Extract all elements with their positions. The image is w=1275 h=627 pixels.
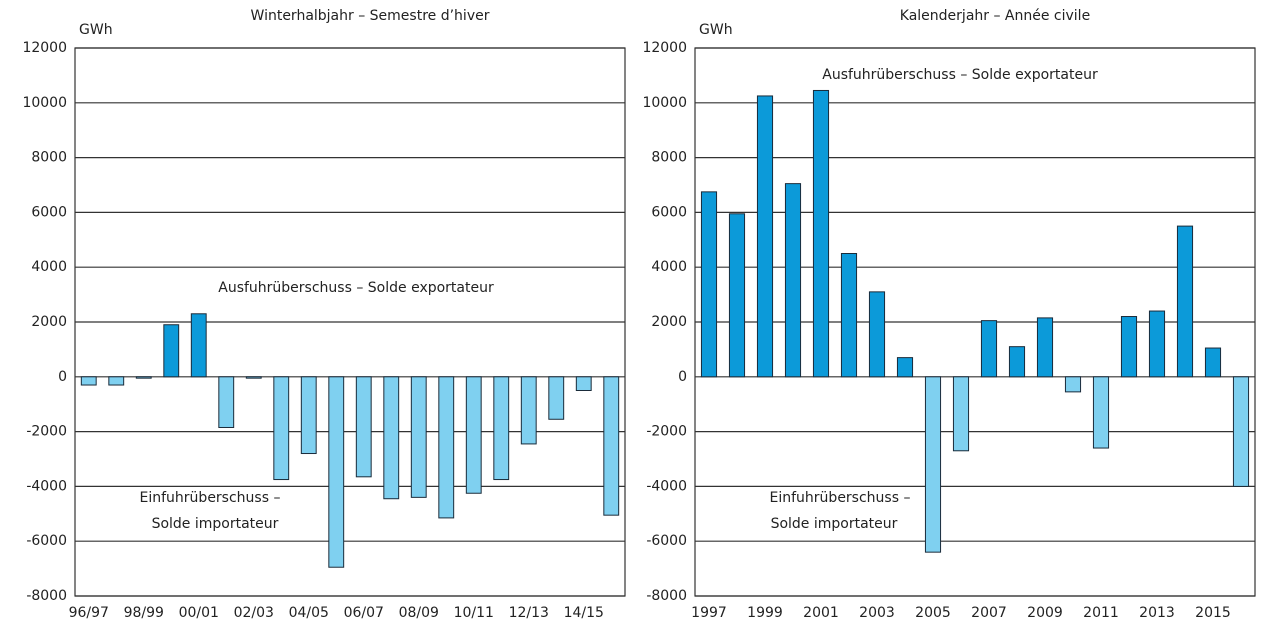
y-tick-label: 6000 xyxy=(31,204,67,220)
bar xyxy=(1064,376,1082,393)
y-tick-label: -4000 xyxy=(26,478,67,494)
bar xyxy=(1176,225,1194,378)
bar xyxy=(190,313,207,378)
x-tick-label: 00/01 xyxy=(179,605,219,621)
bar xyxy=(1120,316,1138,378)
annotation: Ausfuhrüberschuss – Solde exportateur xyxy=(218,280,494,296)
plot-frame xyxy=(694,47,1256,597)
y-tick-label: 10000 xyxy=(642,95,687,111)
y-tick-label: -2000 xyxy=(646,424,687,440)
bar xyxy=(868,291,886,378)
bar xyxy=(300,376,317,455)
bar xyxy=(410,376,427,498)
x-tick-label: 2003 xyxy=(859,605,895,621)
y-tick-label: -8000 xyxy=(26,588,67,604)
bar xyxy=(465,376,482,494)
x-tick-label: 14/15 xyxy=(564,605,604,621)
bar xyxy=(548,376,565,420)
bar xyxy=(1036,317,1054,378)
y-tick-label: 8000 xyxy=(31,150,67,166)
bar xyxy=(812,89,830,378)
y-tick-label: 10000 xyxy=(22,95,67,111)
bar xyxy=(952,376,970,452)
x-tick-label: 10/11 xyxy=(454,605,494,621)
bar xyxy=(493,376,510,481)
x-tick-label: 06/07 xyxy=(344,605,384,621)
chart-title: Winterhalbjahr – Semestre d’hiver xyxy=(251,8,490,24)
bar xyxy=(355,376,372,478)
bar xyxy=(1148,310,1166,378)
y-tick-label: 4000 xyxy=(651,259,687,275)
y-tick-label: -2000 xyxy=(26,424,67,440)
bar xyxy=(1092,376,1110,449)
y-tick-label: -4000 xyxy=(646,478,687,494)
bar xyxy=(273,376,290,481)
y-tick-label: 0 xyxy=(678,369,687,385)
y-axis-label: GWh xyxy=(79,22,113,38)
y-tick-label: -6000 xyxy=(646,533,687,549)
x-tick-label: 2007 xyxy=(971,605,1007,621)
bar xyxy=(218,376,235,428)
bar xyxy=(728,213,746,378)
bar xyxy=(383,376,400,500)
bar xyxy=(603,376,620,516)
bar xyxy=(1008,346,1026,378)
y-tick-label: 12000 xyxy=(642,40,687,56)
x-tick-label: 98/99 xyxy=(124,605,164,621)
y-tick-label: 0 xyxy=(58,369,67,385)
y-tick-label: 2000 xyxy=(651,314,687,330)
bar xyxy=(80,376,97,386)
x-tick-label: 2005 xyxy=(915,605,951,621)
bar xyxy=(700,191,718,378)
bar xyxy=(980,320,998,378)
x-tick-label: 2011 xyxy=(1083,605,1119,621)
annotation: Solde importateur xyxy=(771,516,898,532)
y-axis-label: GWh xyxy=(699,22,733,38)
annotation: Einfuhrüberschuss – xyxy=(140,490,281,506)
x-tick-label: 2015 xyxy=(1195,605,1231,621)
x-tick-label: 02/03 xyxy=(234,605,274,621)
bar xyxy=(924,376,942,553)
bar xyxy=(575,376,592,391)
bar xyxy=(108,376,125,386)
annotation: Ausfuhrüberschuss – Solde exportateur xyxy=(822,67,1098,83)
y-tick-label: -6000 xyxy=(26,533,67,549)
bar xyxy=(328,376,345,568)
y-tick-label: 12000 xyxy=(22,40,67,56)
chart-title: Kalenderjahr – Année civile xyxy=(900,8,1090,24)
bar xyxy=(438,376,455,519)
bar xyxy=(135,376,152,379)
bar xyxy=(896,357,914,378)
bar xyxy=(840,253,858,378)
x-tick-label: 1999 xyxy=(747,605,783,621)
bar xyxy=(756,95,774,378)
annotation: Einfuhrüberschuss – xyxy=(770,490,911,506)
y-tick-label: 8000 xyxy=(651,150,687,166)
y-tick-label: 4000 xyxy=(31,259,67,275)
bar xyxy=(520,376,537,445)
x-tick-label: 2001 xyxy=(803,605,839,621)
x-tick-label: 1997 xyxy=(691,605,727,621)
bar xyxy=(245,376,262,379)
y-tick-label: 6000 xyxy=(651,204,687,220)
x-tick-label: 96/97 xyxy=(69,605,109,621)
x-tick-label: 2009 xyxy=(1027,605,1063,621)
bar xyxy=(1204,347,1222,378)
y-tick-label: -8000 xyxy=(646,588,687,604)
annotation: Solde importateur xyxy=(152,516,279,532)
x-tick-label: 08/09 xyxy=(399,605,439,621)
x-tick-label: 2013 xyxy=(1139,605,1175,621)
bar xyxy=(163,324,180,378)
plot-frame xyxy=(74,47,626,597)
y-tick-label: 2000 xyxy=(31,314,67,330)
bar xyxy=(1232,376,1250,487)
x-tick-label: 04/05 xyxy=(289,605,329,621)
x-tick-label: 12/13 xyxy=(509,605,549,621)
bar xyxy=(784,183,802,378)
